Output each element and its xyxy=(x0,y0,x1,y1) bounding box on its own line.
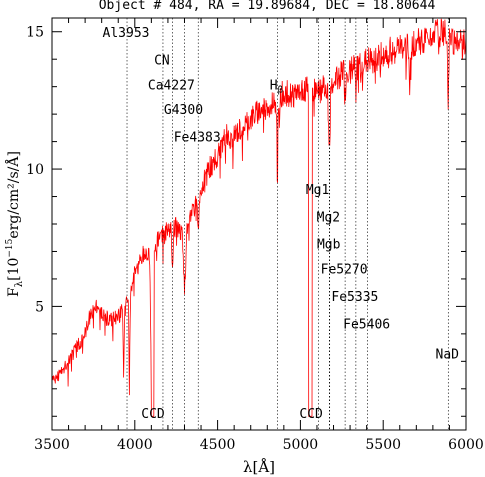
spectrum-layer xyxy=(51,18,467,417)
x-tick-label: 5000 xyxy=(283,437,319,453)
x-axis-label: λ[Å] xyxy=(243,458,275,476)
plot-frame xyxy=(51,17,467,431)
x-tick-label: 6000 xyxy=(448,437,484,453)
x-tick-label: 3500 xyxy=(34,437,70,453)
line-markers xyxy=(126,18,449,430)
y-tick-label: 15 xyxy=(26,25,44,41)
y-tick-label: 10 xyxy=(26,162,44,178)
y-tick-label: 5 xyxy=(35,299,44,315)
y-axis-label: Fλ[10−15erg/cm²/s/Å] xyxy=(4,151,25,297)
line-label: Fe4383 xyxy=(174,131,221,146)
line-label: Hβ xyxy=(270,78,283,95)
ccd-label: CCD xyxy=(141,407,165,422)
x-tick-label: 4500 xyxy=(200,437,236,453)
line-label: NaD xyxy=(436,348,460,363)
line-label: G4300 xyxy=(164,103,203,118)
x-tick-label: 4000 xyxy=(117,437,153,453)
line-label: Mg1 xyxy=(306,183,329,198)
line-label: Mg2 xyxy=(317,210,340,225)
line-label: Ca4227 xyxy=(148,78,195,93)
line-label: Al3953 xyxy=(103,26,150,41)
line-label: Fe5335 xyxy=(331,290,378,305)
line-label: CN xyxy=(154,54,170,69)
line-labels: Al3953 CN Ca4227 G4300 Fe4383 Hβ Mg1 Mg2 Mgb Fe52… xyxy=(103,26,460,422)
chart-title: Object # 484, RA = 19.89684, DEC = 18.80… xyxy=(99,0,436,13)
line-label: Fe5406 xyxy=(343,317,390,332)
line-label: Mgb xyxy=(317,238,341,253)
line-label: Fe5270 xyxy=(321,262,368,277)
axis-tick-labels: 3500 4000 4500 5000 5500 6000 5 10 15 xyxy=(26,25,484,453)
axis-ticks xyxy=(51,18,467,430)
spectrum-line xyxy=(51,18,467,417)
x-tick-label: 5500 xyxy=(365,437,401,453)
ccd-label: CCD xyxy=(299,407,323,422)
